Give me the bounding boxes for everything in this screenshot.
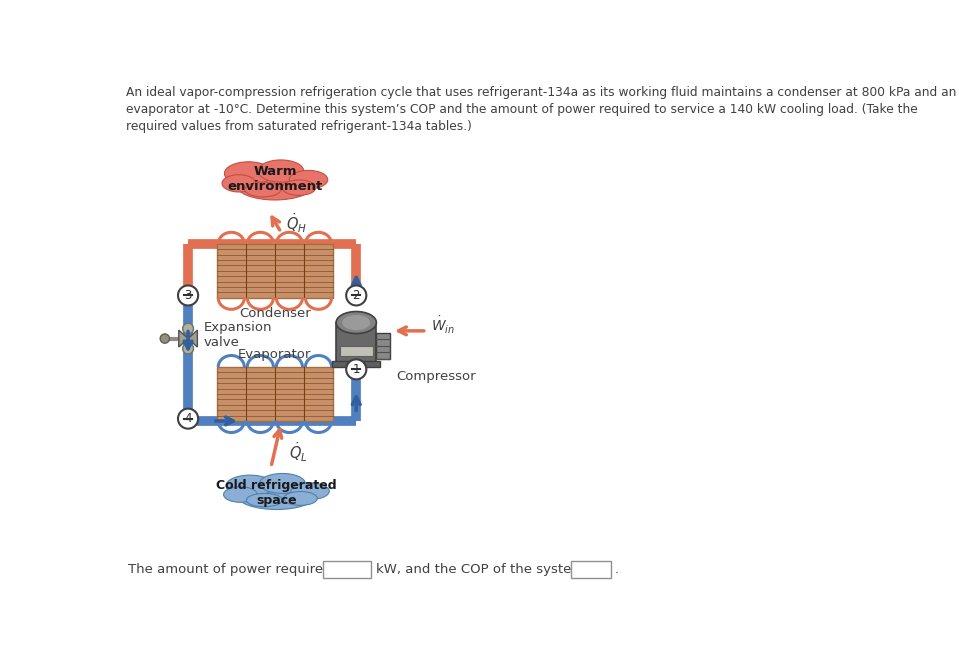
Ellipse shape xyxy=(236,169,314,200)
FancyBboxPatch shape xyxy=(376,333,390,358)
Text: kW, and the COP of the system is: kW, and the COP of the system is xyxy=(376,563,598,576)
FancyBboxPatch shape xyxy=(332,361,381,367)
Ellipse shape xyxy=(291,483,329,500)
FancyBboxPatch shape xyxy=(336,322,376,362)
Ellipse shape xyxy=(238,482,316,509)
Text: $\dot{W}_{in}$: $\dot{W}_{in}$ xyxy=(431,315,455,336)
Text: 4: 4 xyxy=(184,412,192,425)
Ellipse shape xyxy=(246,494,283,507)
Text: Compressor: Compressor xyxy=(396,370,476,384)
FancyBboxPatch shape xyxy=(217,244,333,298)
Circle shape xyxy=(182,343,194,354)
Text: 1: 1 xyxy=(353,363,360,376)
Text: Expansion
valve: Expansion valve xyxy=(203,322,272,349)
Ellipse shape xyxy=(222,175,256,192)
Text: .: . xyxy=(615,563,620,576)
Circle shape xyxy=(178,409,199,428)
Text: Condenser: Condenser xyxy=(239,307,311,320)
Text: 3: 3 xyxy=(184,289,192,302)
Ellipse shape xyxy=(342,315,370,330)
Ellipse shape xyxy=(290,171,328,189)
Text: 2: 2 xyxy=(353,289,360,302)
Ellipse shape xyxy=(336,312,376,333)
Ellipse shape xyxy=(224,161,272,185)
Ellipse shape xyxy=(245,182,281,197)
Circle shape xyxy=(178,285,199,306)
FancyBboxPatch shape xyxy=(340,346,372,357)
Ellipse shape xyxy=(260,473,305,494)
Text: Evaporator: Evaporator xyxy=(238,348,312,361)
FancyBboxPatch shape xyxy=(217,367,333,421)
Ellipse shape xyxy=(284,492,317,505)
Circle shape xyxy=(160,334,170,343)
Ellipse shape xyxy=(223,487,257,502)
Text: Warm
environment: Warm environment xyxy=(227,165,322,193)
Polygon shape xyxy=(188,330,198,347)
Text: An ideal vapor-compression refrigeration cycle that uses refrigerant-134a as its: An ideal vapor-compression refrigeration… xyxy=(126,86,956,133)
Ellipse shape xyxy=(258,160,304,182)
Text: Cold refrigerated
space: Cold refrigerated space xyxy=(216,478,337,507)
Ellipse shape xyxy=(226,475,274,496)
Circle shape xyxy=(346,359,366,380)
Text: $\dot{Q}_H$: $\dot{Q}_H$ xyxy=(286,212,307,235)
FancyBboxPatch shape xyxy=(323,561,371,578)
Circle shape xyxy=(346,285,366,306)
Ellipse shape xyxy=(282,180,316,195)
Polygon shape xyxy=(178,330,188,347)
Circle shape xyxy=(182,323,194,334)
FancyBboxPatch shape xyxy=(571,561,611,578)
Text: The amount of power required is: The amount of power required is xyxy=(128,563,346,576)
Text: $\dot{Q}_L$: $\dot{Q}_L$ xyxy=(289,440,308,463)
